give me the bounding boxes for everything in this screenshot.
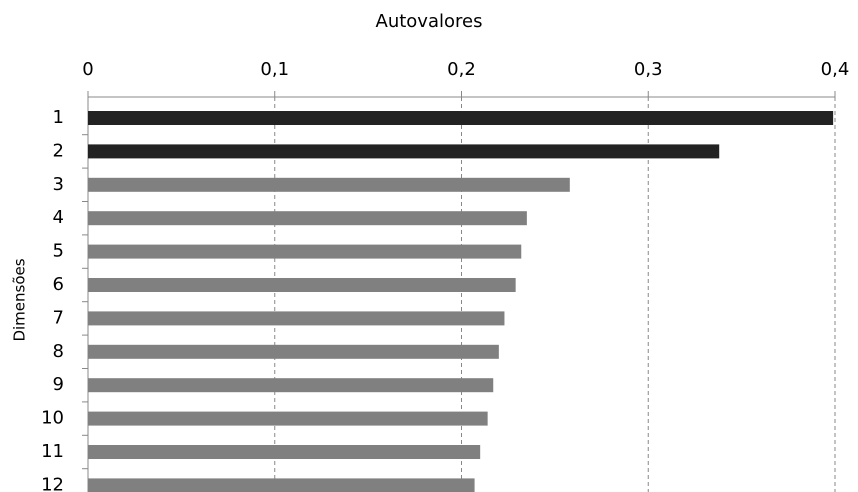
y-tick-label: 6 — [53, 274, 64, 295]
bar — [88, 478, 475, 492]
x-tick-label: 0,3 — [634, 59, 663, 80]
chart-title: Autovalores — [376, 11, 483, 32]
y-tick-label: 7 — [53, 307, 64, 328]
y-tick-label: 11 — [41, 441, 64, 462]
y-tick-label: 8 — [53, 341, 64, 362]
bar — [88, 211, 527, 226]
y-tick-label: 3 — [53, 174, 64, 195]
x-tick-label: 0 — [82, 59, 93, 80]
bar — [88, 378, 494, 393]
y-tick-label: 10 — [41, 408, 64, 429]
x-tick-label: 0,2 — [447, 59, 476, 80]
bar — [88, 144, 720, 159]
bar — [88, 177, 570, 192]
y-tick-label: 12 — [41, 474, 64, 492]
bar — [88, 244, 522, 259]
y-tick-label: 9 — [53, 374, 64, 395]
bar — [88, 278, 516, 292]
bar — [88, 311, 505, 326]
bar — [88, 411, 488, 426]
bar — [88, 344, 499, 359]
y-tick-label: 4 — [53, 207, 64, 228]
y-tick-label: 5 — [53, 241, 64, 262]
x-tick-label: 0,4 — [821, 59, 850, 80]
bar — [88, 111, 834, 125]
y-axis-label: Dimensões — [11, 258, 29, 341]
x-tick-label: 0,1 — [260, 59, 289, 80]
y-tick-label: 2 — [53, 140, 64, 161]
y-tick-label: 1 — [53, 107, 64, 128]
bar — [88, 445, 481, 459]
